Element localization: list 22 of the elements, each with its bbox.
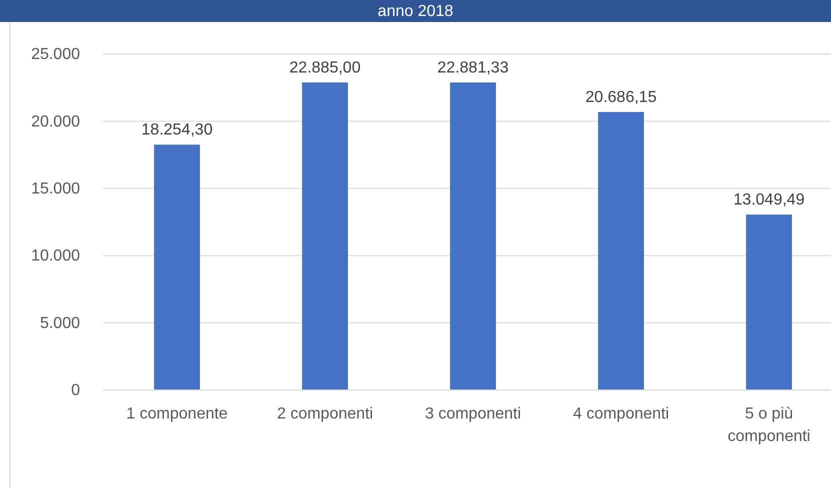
bar [598, 112, 644, 390]
x-tick-label: 1 componente [126, 406, 228, 423]
bar [302, 82, 348, 390]
data-label: 13.049,49 [733, 192, 805, 209]
data-label: 20.686,15 [585, 88, 657, 106]
y-tick-label: 25.000 [31, 46, 80, 64]
y-tick-label: 5.000 [40, 314, 80, 332]
data-label: 18.254,30 [141, 122, 213, 139]
x-tick-label: 2 componenti [276, 406, 374, 423]
y-tick-label: 15.000 [31, 180, 80, 198]
y-tick-label: 10.000 [31, 248, 80, 265]
y-tick-label: 0 [71, 382, 80, 400]
bar [450, 82, 496, 390]
data-label: 22.885,00 [289, 59, 361, 76]
x-tick-label: 5 o più componenti [728, 406, 810, 445]
bar [746, 214, 792, 390]
chart-title: anno 2018 [378, 3, 454, 20]
x-tick-label: 4 componenti [572, 406, 670, 423]
bar [154, 144, 200, 390]
y-tick-label: 20.000 [31, 113, 80, 130]
x-tick-label: 3 componenti [424, 406, 522, 423]
data-label: 22.881,33 [437, 59, 509, 76]
